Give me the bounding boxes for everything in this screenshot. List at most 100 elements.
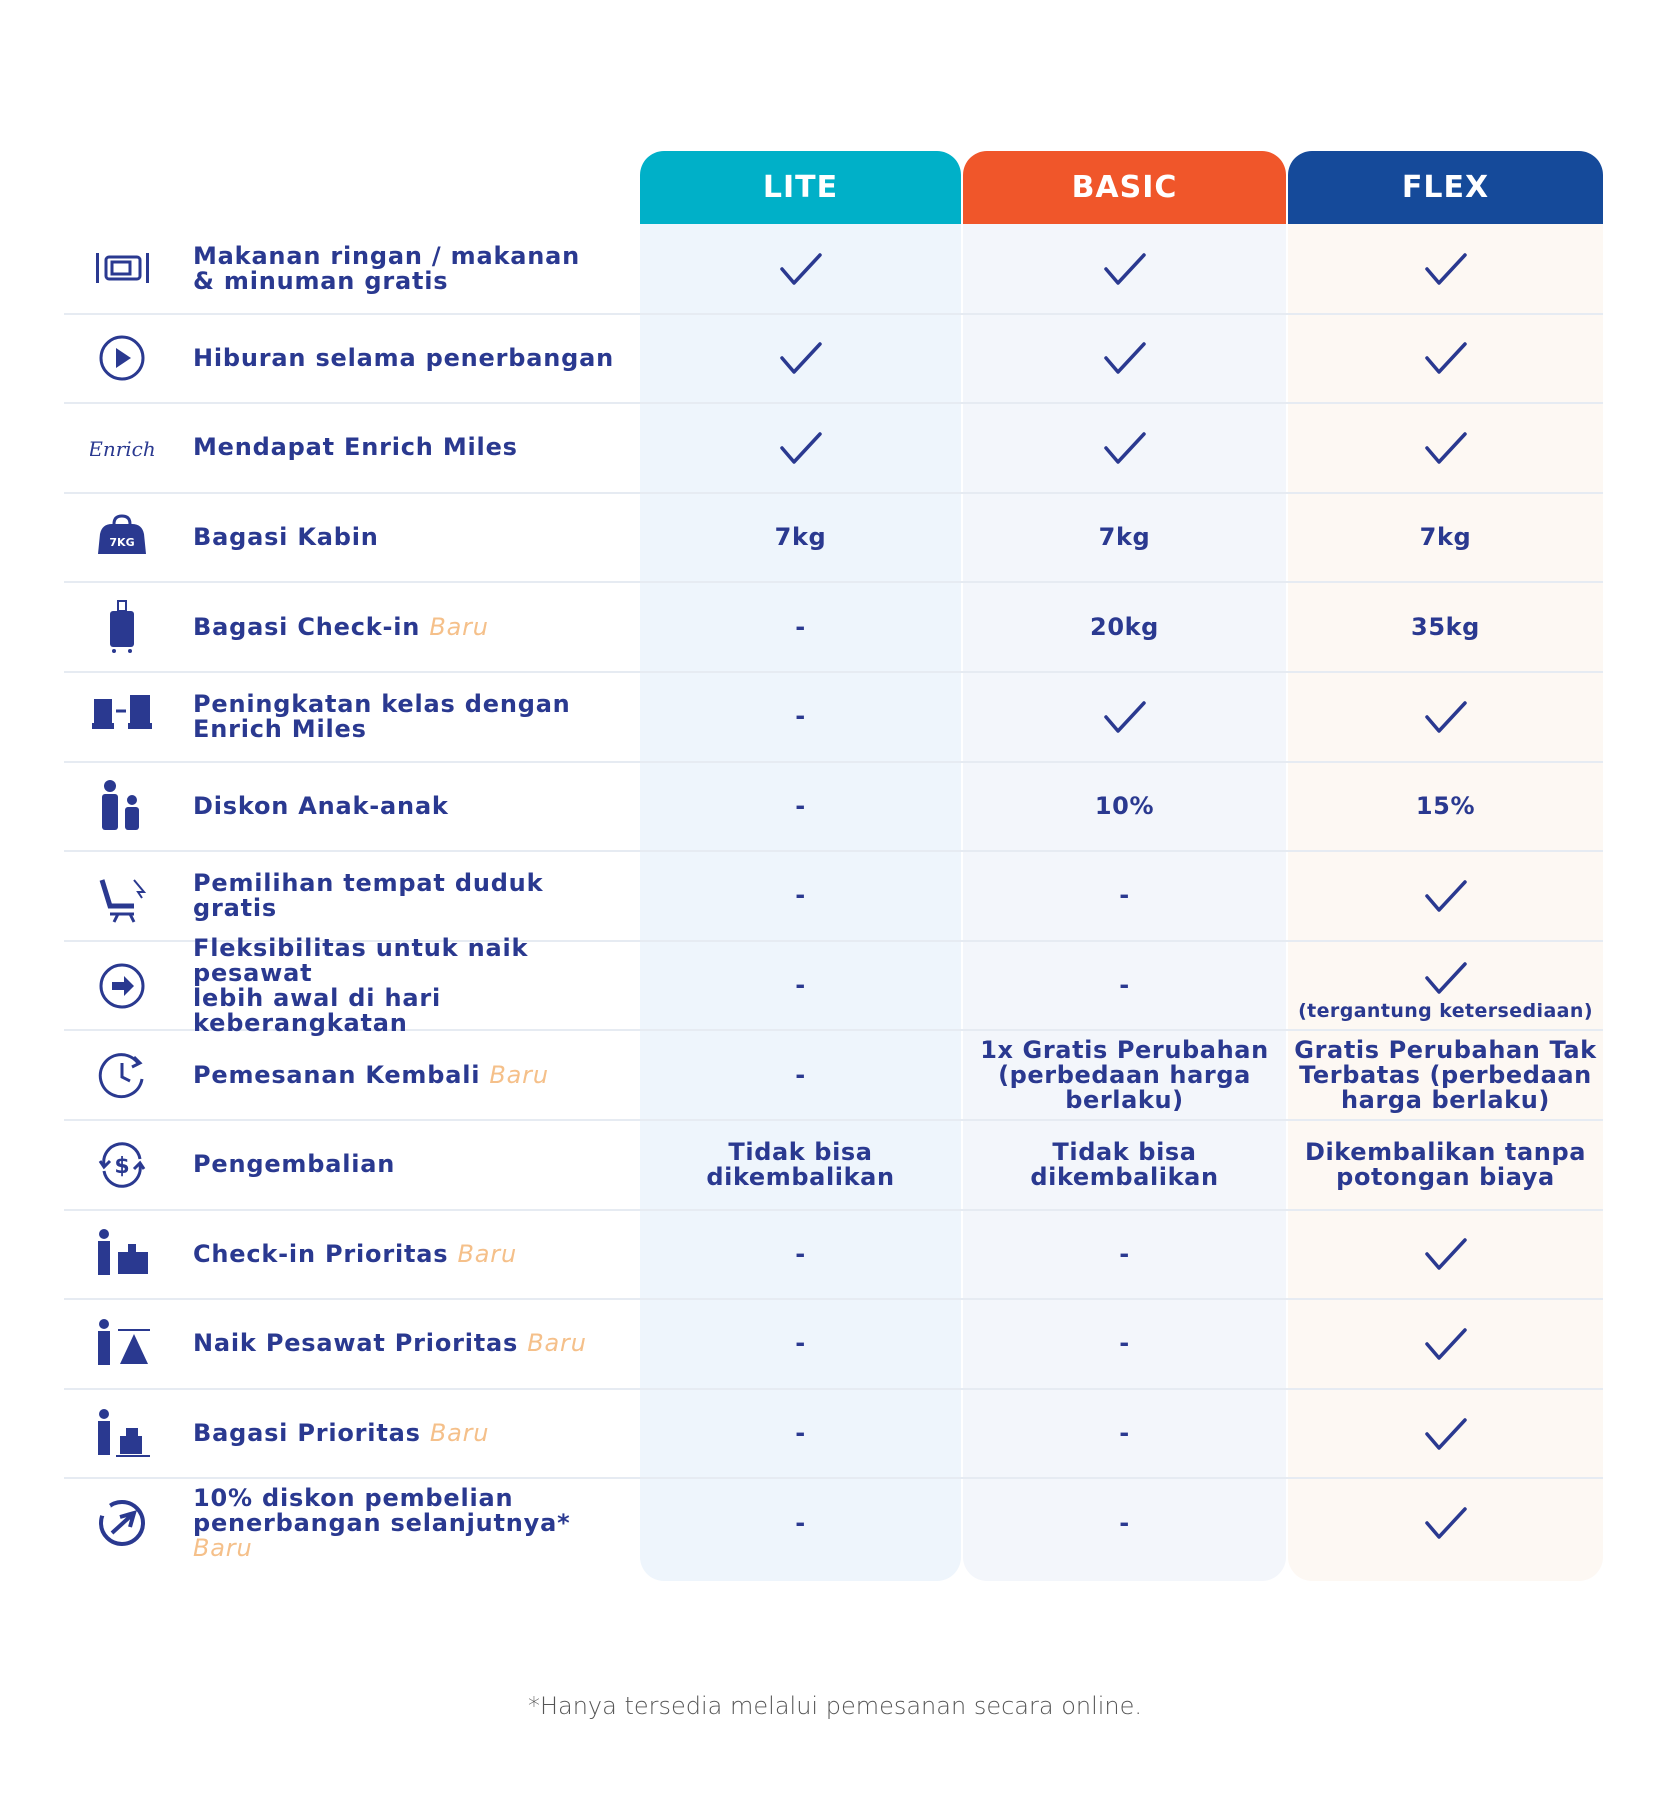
row-separator	[64, 939, 1603, 942]
cell-text: 15%	[1415, 791, 1476, 820]
cell	[1288, 851, 1603, 941]
new-tag: Baru	[193, 1533, 253, 1562]
cell	[1288, 1210, 1603, 1300]
lite-column-bg	[640, 224, 961, 1581]
feature-icon: $	[90, 1120, 154, 1210]
cell: -	[640, 1478, 961, 1568]
cell: -	[640, 1210, 961, 1300]
check-mark	[779, 342, 822, 375]
cell-text: -	[795, 1329, 806, 1358]
cell-text: -	[1119, 1329, 1130, 1358]
cell-text: -	[795, 702, 806, 731]
check-mark	[1424, 701, 1467, 733]
feature-text: Bagasi Kabin	[193, 525, 379, 550]
cell-text: 20kg	[1090, 612, 1159, 641]
cell-text: -	[1119, 1239, 1130, 1268]
feature-icon	[90, 1389, 154, 1479]
feature-label: Diskon Anak-anak	[193, 762, 633, 852]
feature-text: Pemilihan tempat duduk gratis	[193, 868, 633, 922]
feature-label: Pemilihan tempat duduk gratis	[193, 851, 633, 941]
cell: (tergantung ketersediaan)	[1288, 941, 1603, 1031]
feature-label: Pemesanan Kembali Baru	[193, 1030, 633, 1120]
cell-text: -	[1119, 881, 1130, 910]
icon-graphic: $	[98, 1142, 146, 1188]
cell-text: 7kg	[774, 523, 827, 552]
feature-name: Bagasi Kabin	[193, 523, 379, 552]
cell-text: -	[795, 1239, 806, 1268]
new-tag: Baru	[527, 1329, 587, 1358]
feature-icon	[90, 672, 154, 762]
check-mark	[1103, 701, 1146, 733]
cell: Tidak bisa dikembalikan	[963, 1120, 1286, 1210]
row-separator	[64, 1298, 1603, 1301]
row-separator	[64, 1387, 1603, 1390]
icon-graphic	[99, 335, 145, 381]
check-mark	[1424, 1417, 1467, 1450]
cell: -	[640, 762, 961, 852]
cell-text: 35kg	[1411, 612, 1480, 641]
cell: -	[640, 941, 961, 1031]
svg-text:$: $	[114, 1154, 129, 1179]
cell-text: -	[1119, 1419, 1130, 1448]
icon-graphic	[110, 600, 134, 654]
cell-text: Dikembalikan tanpa potongan biaya	[1304, 1137, 1587, 1191]
new-tag: Baru	[429, 612, 489, 641]
cell: 15%	[1288, 762, 1603, 852]
icon-graphic: Enrich	[90, 437, 154, 461]
feature-name: Pemilihan tempat duduk gratis	[193, 868, 544, 922]
feature-icon: 7KG	[90, 493, 154, 583]
cell: -	[963, 1299, 1286, 1389]
cell	[963, 224, 1286, 314]
icon-graphic	[99, 963, 145, 1009]
cell	[963, 314, 1286, 404]
icon-graphic	[102, 780, 139, 831]
feature-name: Naik Pesawat Prioritas	[193, 1329, 519, 1358]
icon-text: Enrich	[90, 437, 154, 461]
cell	[1288, 1299, 1603, 1389]
feature-text: Fleksibilitas untuk naik pesawat lebih a…	[193, 933, 633, 1037]
row-separator	[64, 760, 1603, 763]
feature-name: Diskon Anak-anak	[193, 791, 449, 820]
feature-label: Check-in Prioritas Baru	[193, 1210, 633, 1300]
cell: 7kg	[1288, 493, 1603, 583]
feature-label: Naik Pesawat Prioritas Baru	[193, 1299, 633, 1389]
icon-text: 7KG	[109, 536, 134, 549]
icon-graphic	[99, 879, 147, 923]
feature-label: Bagasi Prioritas Baru	[193, 1389, 633, 1479]
feature-icon	[90, 1299, 154, 1389]
row-separator	[64, 850, 1603, 853]
footnote: *Hanya tersedia melalui pemesanan secara…	[527, 1692, 1143, 1720]
cell	[1288, 1478, 1603, 1568]
check-mark	[1424, 342, 1467, 375]
cell-text: -	[795, 612, 806, 641]
feature-text: 10% diskon pembelian penerbangan selanju…	[193, 1485, 633, 1562]
cell: 10%	[963, 762, 1286, 852]
cell-text: -	[795, 971, 806, 1000]
feature-label: Bagasi Kabin	[193, 493, 633, 583]
check-mark	[1424, 961, 1467, 994]
cell-text: -	[795, 791, 806, 820]
icon-graphic	[98, 1053, 144, 1099]
row-separator	[64, 1119, 1603, 1121]
new-tag: Baru	[457, 1239, 517, 1268]
feature-name: Bagasi Prioritas	[193, 1419, 421, 1448]
feature-label: Mendapat Enrich Miles	[193, 403, 633, 493]
cell: 20kg	[963, 582, 1286, 672]
cell	[640, 403, 961, 493]
feature-label: Peningkatan kelas dengan Enrich Miles	[193, 672, 633, 762]
cell-note: (tergantung ketersediaan)	[1298, 999, 1593, 1022]
row-separator	[64, 491, 1603, 494]
feature-text: Pemesanan Kembali Baru	[193, 1062, 549, 1088]
feature-label: 10% diskon pembelian penerbangan selanju…	[193, 1478, 633, 1568]
cell: -	[963, 941, 1286, 1031]
icon-graphic	[96, 252, 149, 283]
feature-text: Mendapat Enrich Miles	[193, 435, 518, 460]
cell	[1288, 1389, 1603, 1479]
feature-name: Fleksibilitas untuk naik pesawat lebih a…	[193, 933, 529, 1037]
cell: -	[640, 1389, 961, 1479]
check-mark	[779, 432, 822, 464]
cell	[1288, 672, 1603, 762]
feature-text: Peningkatan kelas dengan Enrich Miles	[193, 691, 571, 742]
cell: -	[963, 1478, 1286, 1568]
cell	[963, 672, 1286, 762]
